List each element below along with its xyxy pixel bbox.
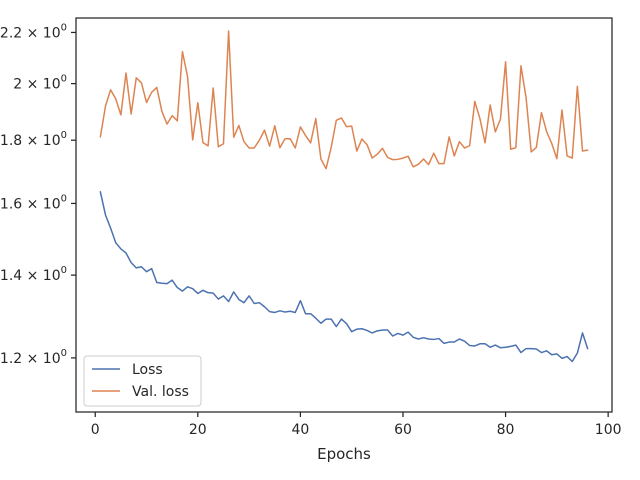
- x-tick-label: 40: [291, 422, 309, 438]
- x-tick-label: 60: [394, 422, 412, 438]
- y-tick-label: 1.8 × 100: [0, 130, 67, 149]
- series-layer: [99, 30, 589, 363]
- x-tick-label: 100: [595, 422, 622, 438]
- y-tick-label: 1.6 × 100: [0, 193, 67, 212]
- x-tick-label: 80: [497, 422, 515, 438]
- y-axis-ticks: 1.2 × 100 1.4 × 100 1.6 × 100 1.8 × 100 2 × …: [0, 22, 76, 367]
- x-tick-label: 0: [91, 422, 100, 438]
- plot-background: [76, 18, 612, 412]
- plot-frame: [75, 17, 613, 413]
- x-axis-label: Epochs: [317, 445, 371, 463]
- y-tick-label: 1.4 × 100: [0, 265, 67, 284]
- series-line-loss: [99, 191, 589, 363]
- y-tick-label: 2.2 × 100: [0, 22, 67, 41]
- x-tick-label: 20: [189, 422, 207, 438]
- series-line-val-loss: [99, 30, 589, 170]
- legend: Loss Val. loss: [83, 355, 202, 407]
- x-axis-ticks: 0 20 40 60 80 100: [91, 412, 622, 438]
- legend-label-loss: Loss: [132, 362, 163, 378]
- legend-label-val-loss: Val. loss: [132, 384, 189, 400]
- y-tick-label: 2 × 100: [13, 74, 67, 93]
- y-tick-label: 1.2 × 100: [0, 348, 67, 367]
